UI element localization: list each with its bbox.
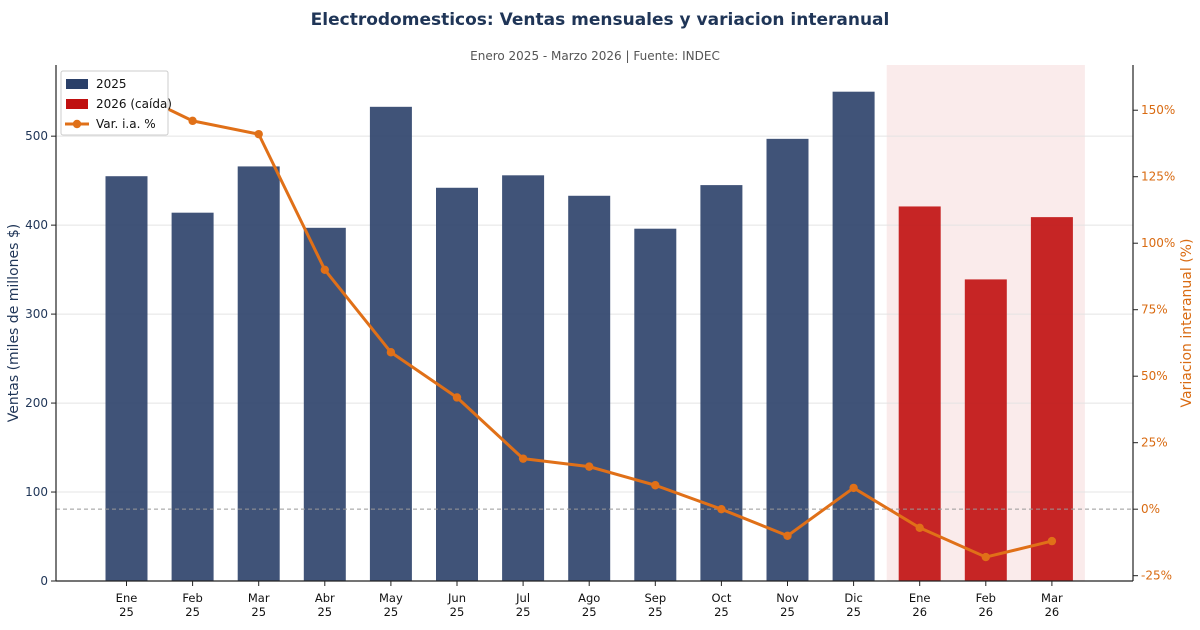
chart-subtitle: Enero 2025 - Marzo 2026 | Fuente: INDEC [470,49,720,63]
legend-label: 2025 [96,77,127,91]
line-point [651,481,660,490]
x-tick-label: 25 [714,605,729,619]
x-tick-label: May [379,591,403,605]
bar [171,212,214,582]
y-tick-label: 200 [25,396,48,410]
x-tick-label: Jul [515,591,530,605]
y-tick-label: 300 [25,307,48,321]
y-axis-label: Ventas (miles de millones $) [6,224,22,422]
y2-tick-label: 150% [1141,103,1175,117]
y-tick-label: 500 [25,129,48,143]
x-tick-label: 25 [450,605,465,619]
x-tick-label: 25 [846,605,861,619]
x-tick-label: Oct [711,591,731,605]
line-point [585,462,594,471]
y2-tick-label: 50% [1141,369,1168,383]
x-tick-label: 26 [1045,605,1060,619]
bar [568,195,611,582]
x-tick-label: 25 [384,605,399,619]
bar [502,175,545,581]
x-tick-label: 25 [780,605,795,619]
x-tick-label: 25 [582,605,597,619]
y2-axis-label: Variacion interanual (%) [1179,239,1195,408]
x-tick-label: 25 [185,605,200,619]
x-tick-label: Feb [182,591,202,605]
legend-label: 2026 (caída) [96,97,172,111]
bar [105,176,148,581]
x-tick-label: Ene [909,591,931,605]
y2-tick-label: 0% [1141,502,1160,516]
bar [436,187,478,582]
line-point [518,454,528,463]
bar [634,228,677,582]
line-point [915,523,924,533]
x-tick-label: Jun [447,591,466,605]
x-tick-label: Mar [1041,591,1063,605]
x-tick-label: Ago [578,591,600,605]
bar [303,227,346,582]
plot-area: 0 100 200 300 400 500 -25% 0% 25% 50% 75% 100% 125% 1… [25,65,1175,619]
line-point [849,483,858,493]
x-tick-label: 25 [251,605,266,619]
x-tick-label: Mar [248,591,270,605]
x-tick-label: 25 [516,605,531,619]
chart-title: Electrodomesticos: Ventas mensuales y va… [311,10,890,30]
bar [700,185,743,581]
y2-tick-label: 125% [1141,170,1175,184]
x-tick-label: Sep [644,591,666,605]
line-point [254,129,263,139]
bar [766,138,809,582]
line-point [386,348,396,357]
bar [964,279,1007,581]
x-tick-label: 26 [978,605,993,619]
legend-label: Var. i.a. % [96,117,156,131]
line-point [452,393,462,402]
x-tick-label: 25 [119,605,134,619]
x-tick-label: 25 [317,605,332,619]
y2-tick-label: 100% [1141,236,1175,250]
x-tick-label: Nov [776,591,799,605]
line-point [717,504,726,514]
line-point [1047,536,1057,546]
y2-tick-label: -25% [1141,569,1172,583]
line-point [320,265,329,275]
line-point [188,116,197,126]
y-tick-label: 100 [25,485,48,499]
bar [832,91,875,582]
y-tick-label: 400 [25,218,48,232]
bar [369,106,412,582]
legend-swatch [66,99,88,109]
y2-tick-label: 25% [1141,436,1168,450]
x-tick-label: Dic [844,591,862,605]
legend-swatch-marker [72,119,82,129]
line-point [981,552,990,562]
x-tick-label: 25 [648,605,663,619]
bar [1030,217,1073,581]
x-tick-label: Abr [315,591,335,605]
y-tick-label: 0 [40,574,48,588]
x-tick-label: 26 [912,605,927,619]
line-point [783,531,792,540]
x-tick-label: Ene [116,591,138,605]
x-tick-label: Feb [976,591,996,605]
legend-swatch [66,79,88,89]
y2-tick-label: 75% [1141,303,1168,317]
bar [237,166,280,581]
